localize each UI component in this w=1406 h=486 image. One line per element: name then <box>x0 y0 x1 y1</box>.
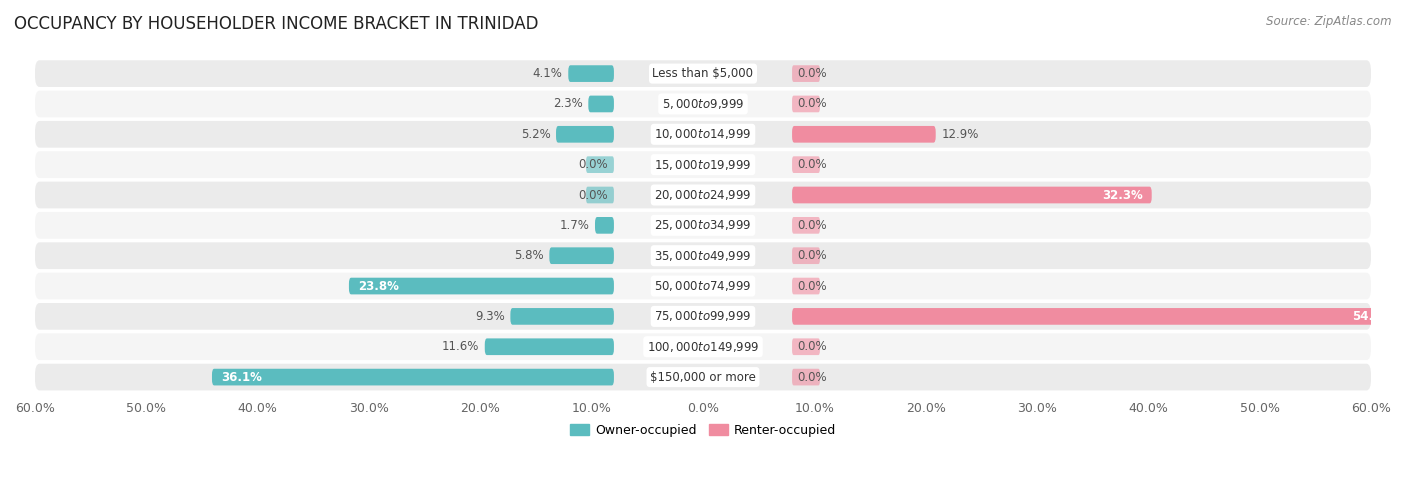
Text: $50,000 to $74,999: $50,000 to $74,999 <box>654 279 752 293</box>
FancyBboxPatch shape <box>586 156 614 173</box>
Text: $10,000 to $14,999: $10,000 to $14,999 <box>654 127 752 141</box>
Text: 0.0%: 0.0% <box>797 219 827 232</box>
Text: 32.3%: 32.3% <box>1102 189 1143 202</box>
FancyBboxPatch shape <box>35 364 1371 390</box>
FancyBboxPatch shape <box>35 273 1371 299</box>
Text: $25,000 to $34,999: $25,000 to $34,999 <box>654 218 752 232</box>
FancyBboxPatch shape <box>35 121 1371 148</box>
FancyBboxPatch shape <box>485 338 614 355</box>
Text: 12.9%: 12.9% <box>941 128 979 141</box>
Text: $15,000 to $19,999: $15,000 to $19,999 <box>654 157 752 172</box>
Text: 0.0%: 0.0% <box>797 340 827 353</box>
FancyBboxPatch shape <box>588 96 614 112</box>
Text: 23.8%: 23.8% <box>359 279 399 293</box>
FancyBboxPatch shape <box>35 60 1371 87</box>
Text: 0.0%: 0.0% <box>579 158 609 171</box>
Text: 0.0%: 0.0% <box>579 189 609 202</box>
Text: $75,000 to $99,999: $75,000 to $99,999 <box>654 310 752 323</box>
Text: 9.3%: 9.3% <box>475 310 505 323</box>
Text: 5.8%: 5.8% <box>515 249 544 262</box>
Text: $35,000 to $49,999: $35,000 to $49,999 <box>654 249 752 263</box>
FancyBboxPatch shape <box>792 126 936 143</box>
FancyBboxPatch shape <box>792 369 820 385</box>
Text: 2.3%: 2.3% <box>553 98 582 110</box>
FancyBboxPatch shape <box>792 217 820 234</box>
Text: Source: ZipAtlas.com: Source: ZipAtlas.com <box>1267 15 1392 28</box>
Text: 4.1%: 4.1% <box>533 67 562 80</box>
Text: 0.0%: 0.0% <box>797 67 827 80</box>
Text: 0.0%: 0.0% <box>797 158 827 171</box>
FancyBboxPatch shape <box>586 187 614 203</box>
Text: $5,000 to $9,999: $5,000 to $9,999 <box>662 97 744 111</box>
FancyBboxPatch shape <box>35 333 1371 360</box>
FancyBboxPatch shape <box>349 278 614 295</box>
Legend: Owner-occupied, Renter-occupied: Owner-occupied, Renter-occupied <box>565 419 841 442</box>
Text: 11.6%: 11.6% <box>441 340 479 353</box>
FancyBboxPatch shape <box>35 151 1371 178</box>
FancyBboxPatch shape <box>35 303 1371 330</box>
FancyBboxPatch shape <box>555 126 614 143</box>
Text: 5.2%: 5.2% <box>520 128 551 141</box>
FancyBboxPatch shape <box>792 308 1402 325</box>
Text: 54.8%: 54.8% <box>1353 310 1393 323</box>
FancyBboxPatch shape <box>550 247 614 264</box>
Text: 0.0%: 0.0% <box>797 249 827 262</box>
Text: 0.0%: 0.0% <box>797 279 827 293</box>
FancyBboxPatch shape <box>792 338 820 355</box>
FancyBboxPatch shape <box>792 247 820 264</box>
FancyBboxPatch shape <box>792 156 820 173</box>
Text: $20,000 to $24,999: $20,000 to $24,999 <box>654 188 752 202</box>
FancyBboxPatch shape <box>212 369 614 385</box>
FancyBboxPatch shape <box>792 278 820 295</box>
FancyBboxPatch shape <box>35 90 1371 117</box>
Text: 36.1%: 36.1% <box>221 371 262 383</box>
FancyBboxPatch shape <box>792 187 1152 203</box>
Text: 1.7%: 1.7% <box>560 219 589 232</box>
FancyBboxPatch shape <box>595 217 614 234</box>
Text: OCCUPANCY BY HOUSEHOLDER INCOME BRACKET IN TRINIDAD: OCCUPANCY BY HOUSEHOLDER INCOME BRACKET … <box>14 15 538 33</box>
FancyBboxPatch shape <box>35 212 1371 239</box>
FancyBboxPatch shape <box>510 308 614 325</box>
Text: 0.0%: 0.0% <box>797 371 827 383</box>
FancyBboxPatch shape <box>35 182 1371 208</box>
FancyBboxPatch shape <box>792 96 820 112</box>
FancyBboxPatch shape <box>568 65 614 82</box>
FancyBboxPatch shape <box>35 243 1371 269</box>
FancyBboxPatch shape <box>792 65 820 82</box>
Text: $100,000 to $149,999: $100,000 to $149,999 <box>647 340 759 354</box>
Text: 0.0%: 0.0% <box>797 98 827 110</box>
Text: $150,000 or more: $150,000 or more <box>650 371 756 383</box>
Text: Less than $5,000: Less than $5,000 <box>652 67 754 80</box>
